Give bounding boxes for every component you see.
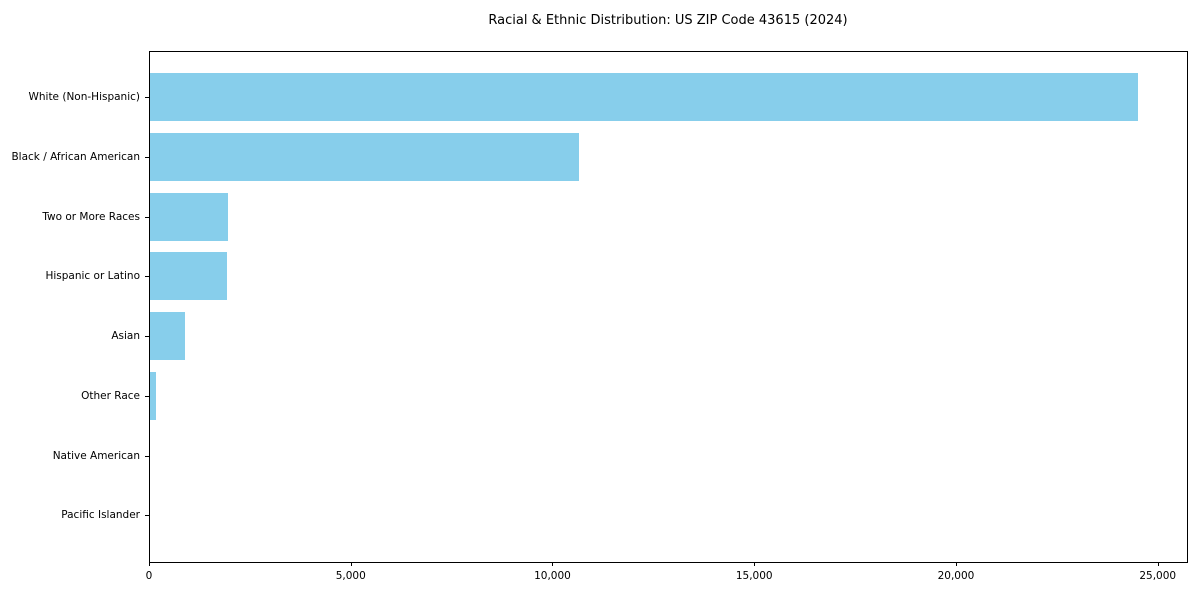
y-axis-category-label: Other Race xyxy=(81,389,140,402)
x-tick-mark xyxy=(754,562,755,566)
plot-border xyxy=(149,51,1188,563)
y-tick-mark xyxy=(145,456,149,457)
x-tick-label: 25,000 xyxy=(1139,570,1177,582)
y-tick-mark xyxy=(145,97,149,98)
bar-two-or-more-races xyxy=(149,192,229,241)
bar-asian xyxy=(149,312,186,361)
y-tick-mark xyxy=(145,515,149,516)
y-tick-mark xyxy=(145,276,149,277)
x-tick-mark xyxy=(956,562,957,566)
x-tick-mark xyxy=(351,562,352,566)
x-tick-mark xyxy=(1158,562,1159,566)
y-axis-category-label: Native American xyxy=(52,449,140,462)
y-tick-mark xyxy=(145,396,149,397)
x-tick-label: 0 xyxy=(145,570,153,582)
y-axis-category-label: Asian xyxy=(111,330,140,343)
y-tick-mark xyxy=(145,157,149,158)
x-tick-label: 10,000 xyxy=(534,570,571,582)
y-tick-mark xyxy=(145,217,149,218)
bar-black-african-american xyxy=(149,132,579,181)
x-tick-label: 15,000 xyxy=(735,570,773,582)
x-tick-mark xyxy=(149,562,150,566)
bar-other-race xyxy=(149,371,157,420)
bar-white-non-hispanic xyxy=(149,73,1138,121)
y-axis-category-label: White (Non-Hispanic) xyxy=(28,91,140,103)
chart-title: Racial & Ethnic Distribution: US ZIP Cod… xyxy=(488,13,848,28)
y-tick-mark xyxy=(145,336,149,337)
y-axis-category-label: Black / African American xyxy=(11,150,140,163)
bar-hispanic-or-latino xyxy=(149,252,228,301)
x-tick-label: 20,000 xyxy=(937,570,975,582)
y-axis-category-label: Hispanic or Latino xyxy=(45,270,140,283)
y-axis-category-label: Pacific Islander xyxy=(61,509,140,522)
y-axis-category-label: Two or More Races xyxy=(42,210,140,223)
x-tick-label: 5,000 xyxy=(335,570,366,582)
x-tick-mark xyxy=(552,562,553,566)
